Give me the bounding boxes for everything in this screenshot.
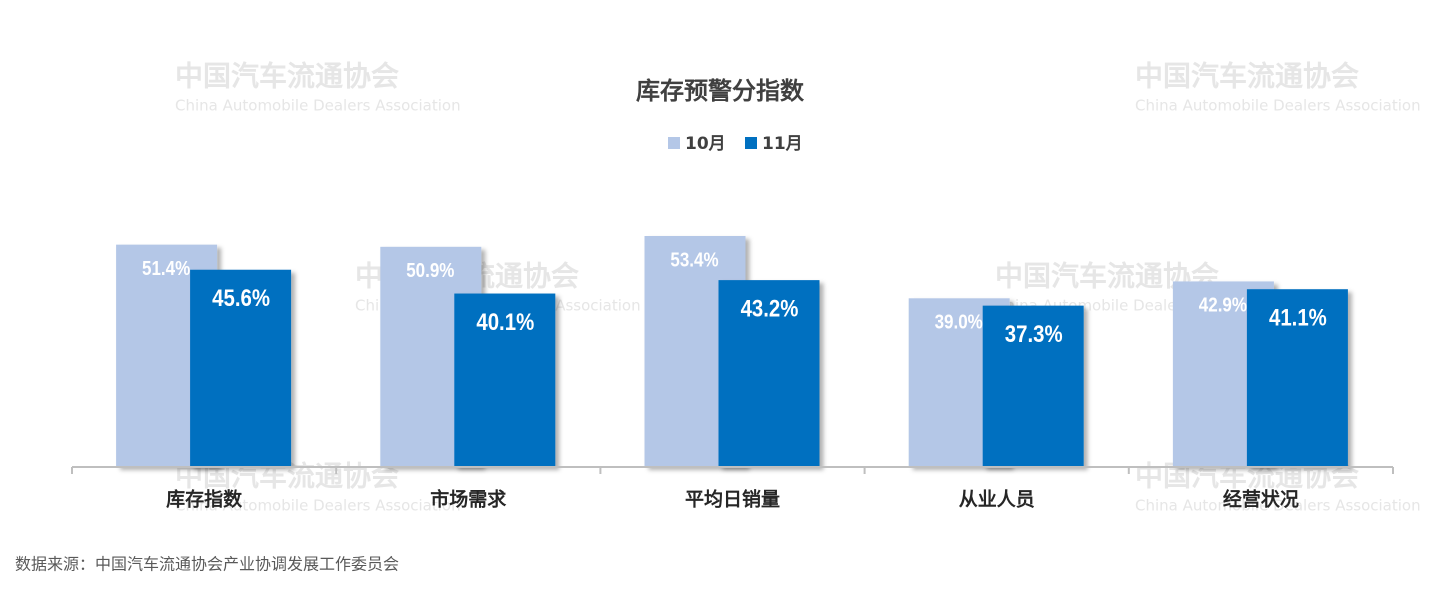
value-label: 53.4% <box>670 248 718 271</box>
legend-swatch <box>668 137 680 149</box>
value-label: 43.2% <box>741 295 799 322</box>
value-label: 42.9% <box>1199 293 1247 316</box>
x-tick-label: 平均日销量 <box>685 488 780 511</box>
x-tick-label: 库存指数 <box>166 488 243 511</box>
watermark-en: China Automobile Dealers Association <box>175 497 461 515</box>
watermark-en: China Automobile Dealers Association <box>1135 497 1421 515</box>
bar <box>1246 289 1348 467</box>
watermark-en: China Automobile Dealers Association <box>1135 97 1421 115</box>
value-label: 41.1% <box>1269 304 1327 331</box>
legend-label: 11月 <box>762 134 803 154</box>
source-note: 数据来源：中国汽车流通协会产业协调发展工作委员会 <box>15 555 399 574</box>
value-label: 40.1% <box>476 308 534 335</box>
x-tick-label: 从业人员 <box>959 489 1035 511</box>
x-tick-label: 经营状况 <box>1223 488 1299 511</box>
value-label: 37.3% <box>1005 320 1063 347</box>
value-label: 45.6% <box>212 285 270 312</box>
bar <box>454 293 556 467</box>
bar <box>190 269 292 467</box>
bar <box>982 305 1084 467</box>
watermark-cn: 中国汽车流通协会 <box>1135 60 1359 93</box>
legend-swatch <box>745 137 757 149</box>
value-label: 50.9% <box>406 259 454 282</box>
value-label: 39.0% <box>935 310 983 333</box>
watermark-cn: 中国汽车流通协会 <box>175 60 399 93</box>
value-label: 51.4% <box>142 257 190 280</box>
bar <box>718 280 820 467</box>
watermark-en: China Automobile Dealers Association <box>175 97 461 115</box>
legend-label: 10月 <box>685 134 726 154</box>
chart-title: 库存预警分指数 <box>636 77 805 105</box>
x-tick-label: 市场需求 <box>430 488 507 511</box>
